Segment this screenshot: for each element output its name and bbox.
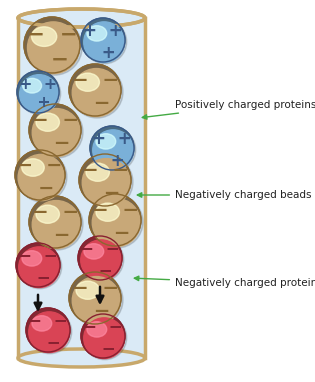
Text: Negatively charged proteins: Negatively charged proteins xyxy=(134,276,315,288)
Circle shape xyxy=(29,196,81,248)
Circle shape xyxy=(83,20,127,64)
Circle shape xyxy=(80,238,124,282)
Ellipse shape xyxy=(87,26,107,41)
Ellipse shape xyxy=(84,318,124,359)
Ellipse shape xyxy=(18,349,145,367)
Circle shape xyxy=(71,66,123,118)
Circle shape xyxy=(31,198,83,250)
Text: −  −
  −: − − − xyxy=(18,247,58,287)
Circle shape xyxy=(91,196,143,248)
Ellipse shape xyxy=(27,22,79,74)
Text: −  −
  −: − − − xyxy=(27,25,77,70)
Ellipse shape xyxy=(36,205,60,223)
Ellipse shape xyxy=(72,277,120,325)
Circle shape xyxy=(90,126,134,170)
Circle shape xyxy=(81,314,125,358)
Ellipse shape xyxy=(29,312,69,353)
Ellipse shape xyxy=(23,78,42,93)
Ellipse shape xyxy=(20,74,59,113)
Circle shape xyxy=(17,152,67,202)
Ellipse shape xyxy=(72,68,120,117)
Text: −  −
  −: − − − xyxy=(72,279,118,321)
Circle shape xyxy=(29,104,81,156)
Text: +  +
  +: + + + xyxy=(19,77,57,110)
Text: Negatively charged beads: Negatively charged beads xyxy=(137,190,312,200)
Ellipse shape xyxy=(18,9,145,27)
Circle shape xyxy=(81,18,125,62)
Ellipse shape xyxy=(92,199,140,247)
Circle shape xyxy=(69,272,121,324)
Circle shape xyxy=(81,156,133,208)
Circle shape xyxy=(89,194,141,246)
Circle shape xyxy=(78,236,122,280)
Circle shape xyxy=(15,150,65,200)
Ellipse shape xyxy=(96,134,116,149)
Ellipse shape xyxy=(32,201,80,249)
Text: −  −
  −: − − − xyxy=(72,71,118,113)
Circle shape xyxy=(31,106,83,158)
Ellipse shape xyxy=(36,113,60,131)
Ellipse shape xyxy=(84,244,104,259)
Ellipse shape xyxy=(86,163,109,181)
Text: −  −
  −: − − − xyxy=(91,201,139,243)
Ellipse shape xyxy=(22,251,42,266)
Circle shape xyxy=(19,73,61,115)
Ellipse shape xyxy=(32,108,80,157)
Circle shape xyxy=(71,274,123,326)
Circle shape xyxy=(26,19,82,75)
Ellipse shape xyxy=(84,22,124,63)
Ellipse shape xyxy=(32,316,52,331)
Text: −  −
  −: − − − xyxy=(28,312,68,352)
Circle shape xyxy=(16,243,60,287)
Ellipse shape xyxy=(82,159,130,207)
Circle shape xyxy=(18,245,62,289)
Ellipse shape xyxy=(18,154,64,201)
Bar xyxy=(18,18,145,358)
Ellipse shape xyxy=(81,240,122,280)
Ellipse shape xyxy=(87,322,107,337)
Ellipse shape xyxy=(22,159,44,176)
Text: +  +
  +: + + + xyxy=(92,129,132,170)
Circle shape xyxy=(28,310,72,354)
Text: −  −
  −: − − − xyxy=(32,203,78,245)
Circle shape xyxy=(69,64,121,116)
Text: −  −
  −: − − − xyxy=(32,111,78,153)
Circle shape xyxy=(26,308,70,352)
Ellipse shape xyxy=(96,203,119,221)
Circle shape xyxy=(17,71,59,113)
Ellipse shape xyxy=(19,247,60,288)
Text: −  −
  −: − − − xyxy=(83,318,123,358)
Text: −  −
  −: − − − xyxy=(82,161,129,203)
Ellipse shape xyxy=(93,130,134,170)
Text: Positively charged proteins: Positively charged proteins xyxy=(142,100,315,119)
Ellipse shape xyxy=(76,281,100,299)
Circle shape xyxy=(24,17,80,73)
Circle shape xyxy=(83,316,127,360)
Ellipse shape xyxy=(76,73,100,91)
Text: −  −
  −: − − − xyxy=(80,240,120,280)
Text: +  +
  +: + + + xyxy=(83,22,123,62)
Ellipse shape xyxy=(32,27,57,46)
Circle shape xyxy=(79,154,131,206)
Text: −  −
  −: − − − xyxy=(17,156,63,198)
Circle shape xyxy=(92,128,136,172)
